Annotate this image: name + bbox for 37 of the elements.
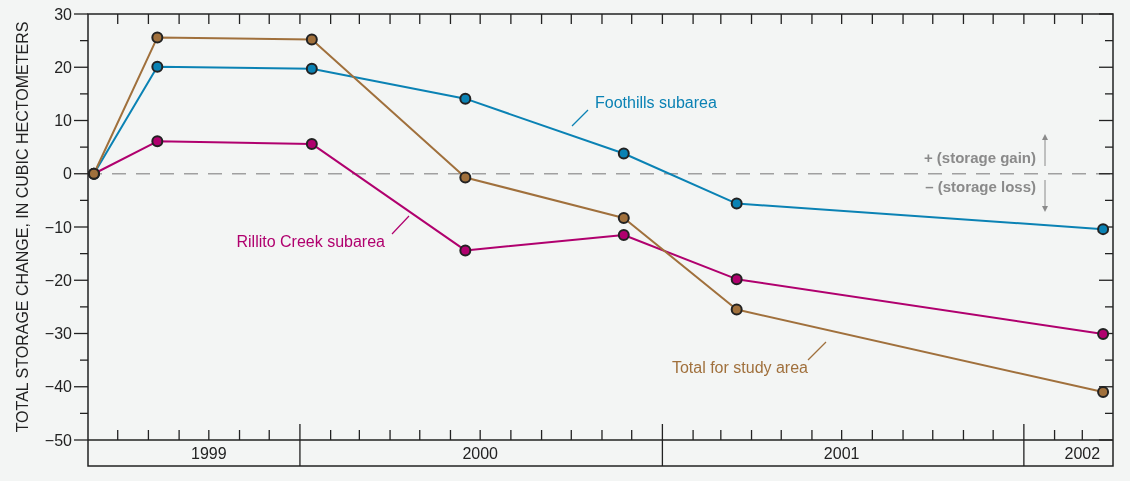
point: [459, 244, 472, 257]
y-tick-label: −30: [44, 325, 73, 343]
x-tick-label: 1999: [191, 444, 227, 462]
point: [617, 147, 630, 160]
point: [305, 137, 318, 150]
y-tick-label: −10: [44, 218, 73, 236]
point: [1097, 386, 1110, 399]
y-tick-label: 20: [54, 58, 73, 76]
x-tick-label: 2001: [823, 444, 860, 462]
point: [151, 135, 164, 148]
point: [151, 60, 164, 73]
y-tick-label: −40: [44, 378, 73, 396]
point: [617, 211, 630, 224]
point: [617, 228, 630, 241]
legend-label: Total for study area: [671, 359, 809, 376]
annotation: – (storage loss): [925, 178, 1036, 195]
y-tick-label: −50: [44, 431, 73, 449]
point: [730, 273, 743, 286]
annotation: + (storage gain): [923, 149, 1036, 166]
point: [730, 197, 743, 210]
point: [1097, 328, 1110, 341]
legend-label: Rillito Creek subarea: [236, 233, 386, 250]
point: [151, 31, 164, 44]
y-tick-label: 10: [54, 112, 73, 130]
point: [730, 303, 743, 316]
point: [459, 92, 472, 105]
x-tick-label: 2002: [1064, 444, 1101, 462]
point: [459, 171, 472, 184]
point: [1097, 223, 1110, 236]
y-tick-label: −20: [44, 271, 73, 289]
series-label: Foothills subarea: [595, 94, 717, 111]
point: [305, 33, 318, 46]
x-tick-label: 2000: [462, 444, 499, 462]
y-tick-label: 30: [54, 5, 73, 23]
y-axis-title: TOTAL STORAGE CHANGE, IN CUBIC HECTOMETERS: [14, 21, 31, 433]
y-tick-label: 0: [63, 165, 73, 183]
point: [305, 62, 318, 75]
